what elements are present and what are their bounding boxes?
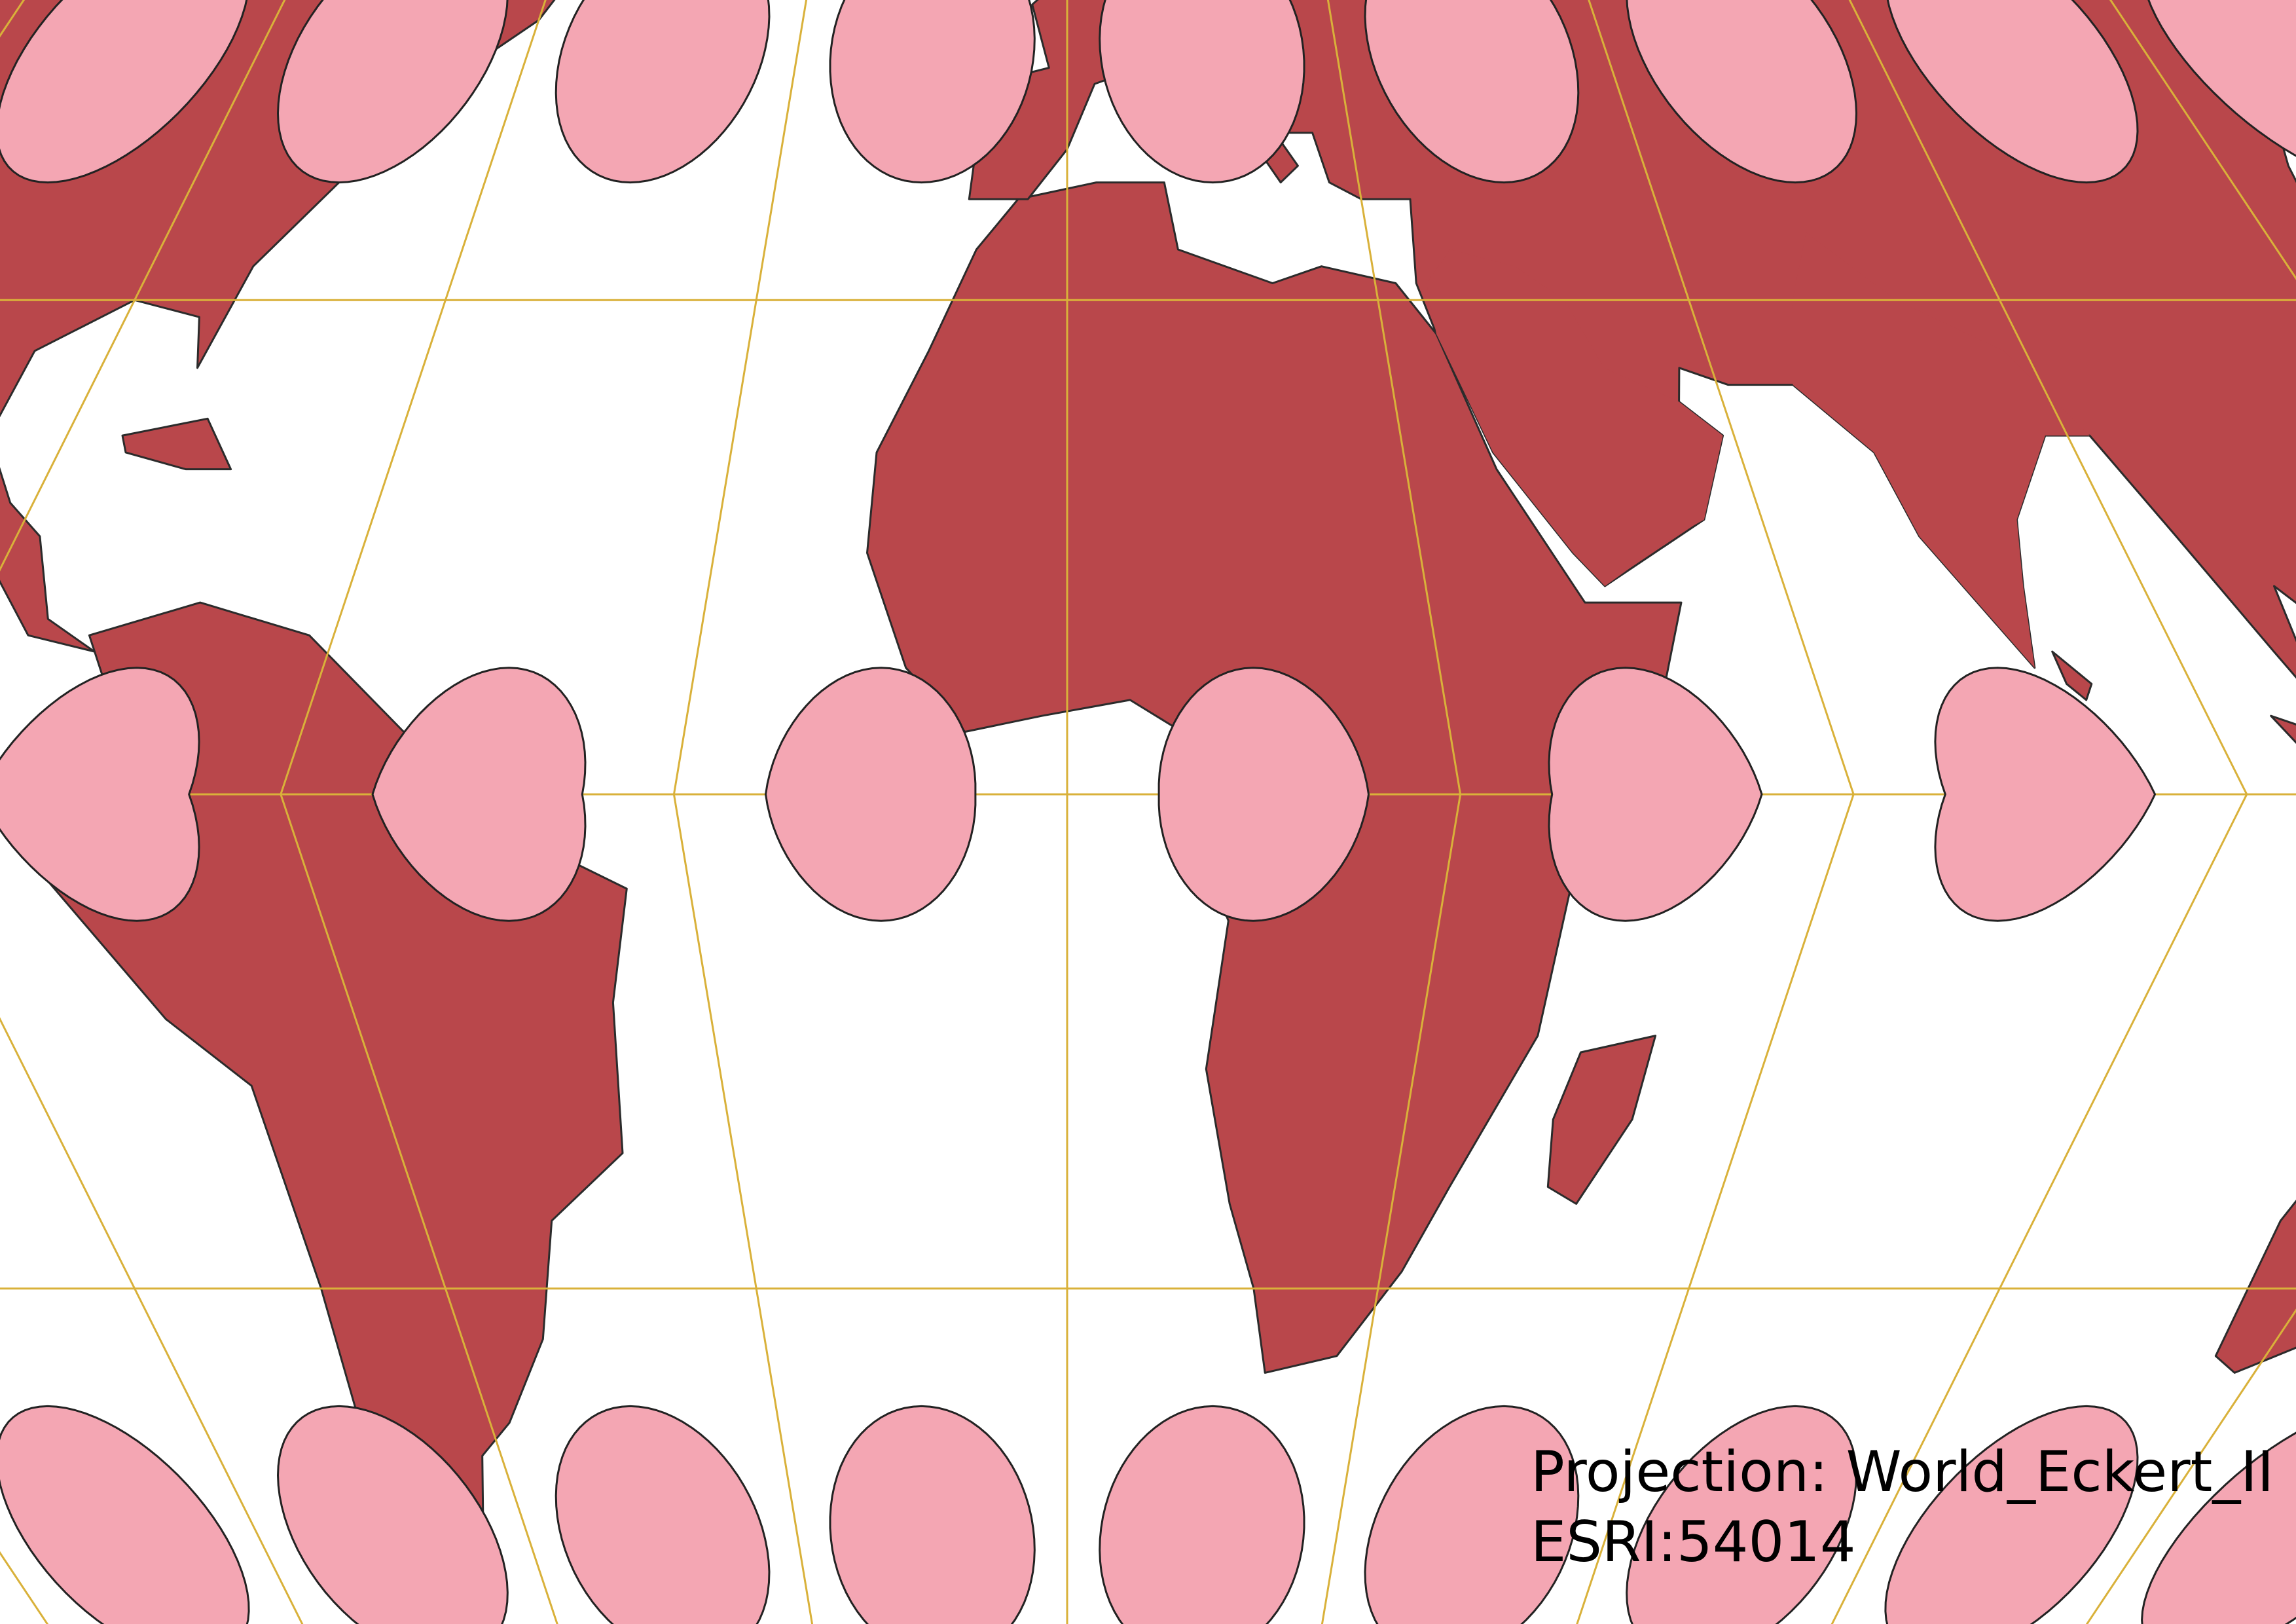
tissot-ellipse: [1099, 0, 1305, 184]
tissot-ellipse: [0, 667, 200, 922]
tissot-ellipse: [1157, 667, 1370, 922]
tissot-ellipse: [1364, 1405, 1580, 1624]
land-sumatra: [2270, 714, 2296, 745]
projection-caption: Projection: World_Eckert_II ESRI:54014: [1531, 1437, 2274, 1577]
tissot-ellipse: [1364, 0, 1580, 184]
tissot-ellipse: [0, 0, 248, 184]
tissot-ellipse: [765, 667, 977, 922]
tissot-ellipse: [1626, 0, 1857, 184]
tissot-ellipse: [1548, 667, 1763, 922]
tissot-ellipse: [2147, 0, 2296, 157]
tissot-ellipse: [277, 1405, 509, 1624]
land-north-america: [0, 0, 556, 653]
crs-code-label: ESRI:54014: [1531, 1509, 1856, 1575]
tissot-ellipse: [2141, 1431, 2296, 1624]
land-australia: [2214, 1200, 2296, 1374]
tissot-ellipse: [555, 1405, 771, 1624]
tissot-ellipse: [0, 1405, 250, 1624]
tissot-ellipse: [829, 1405, 1036, 1624]
tissot-ellipse: [371, 667, 587, 922]
land-arabia-fill: [1426, 249, 1723, 586]
tissot-ellipse: [829, 0, 1036, 184]
tissot-ellipse: [1626, 1405, 1857, 1624]
meridian-line: [0, 0, 304, 1624]
meridian-line: [2085, 0, 2296, 1624]
land-cuba: [121, 417, 232, 471]
land-madagascar: [1546, 1035, 1657, 1205]
projection-name-label: Projection: World_Eckert_II: [1531, 1439, 2274, 1505]
tissot-ellipse: [1886, 0, 2139, 184]
tissot-ellipse: [555, 0, 771, 184]
tissot-ellipse: [1934, 667, 2157, 922]
land-india-fill: [1792, 232, 2090, 668]
tissot-ellipse: [1884, 1405, 2139, 1624]
tissot-ellipse: [277, 0, 509, 184]
tissot-ellipse: [1099, 1405, 1305, 1624]
land-sri-lanka: [2051, 650, 2093, 701]
